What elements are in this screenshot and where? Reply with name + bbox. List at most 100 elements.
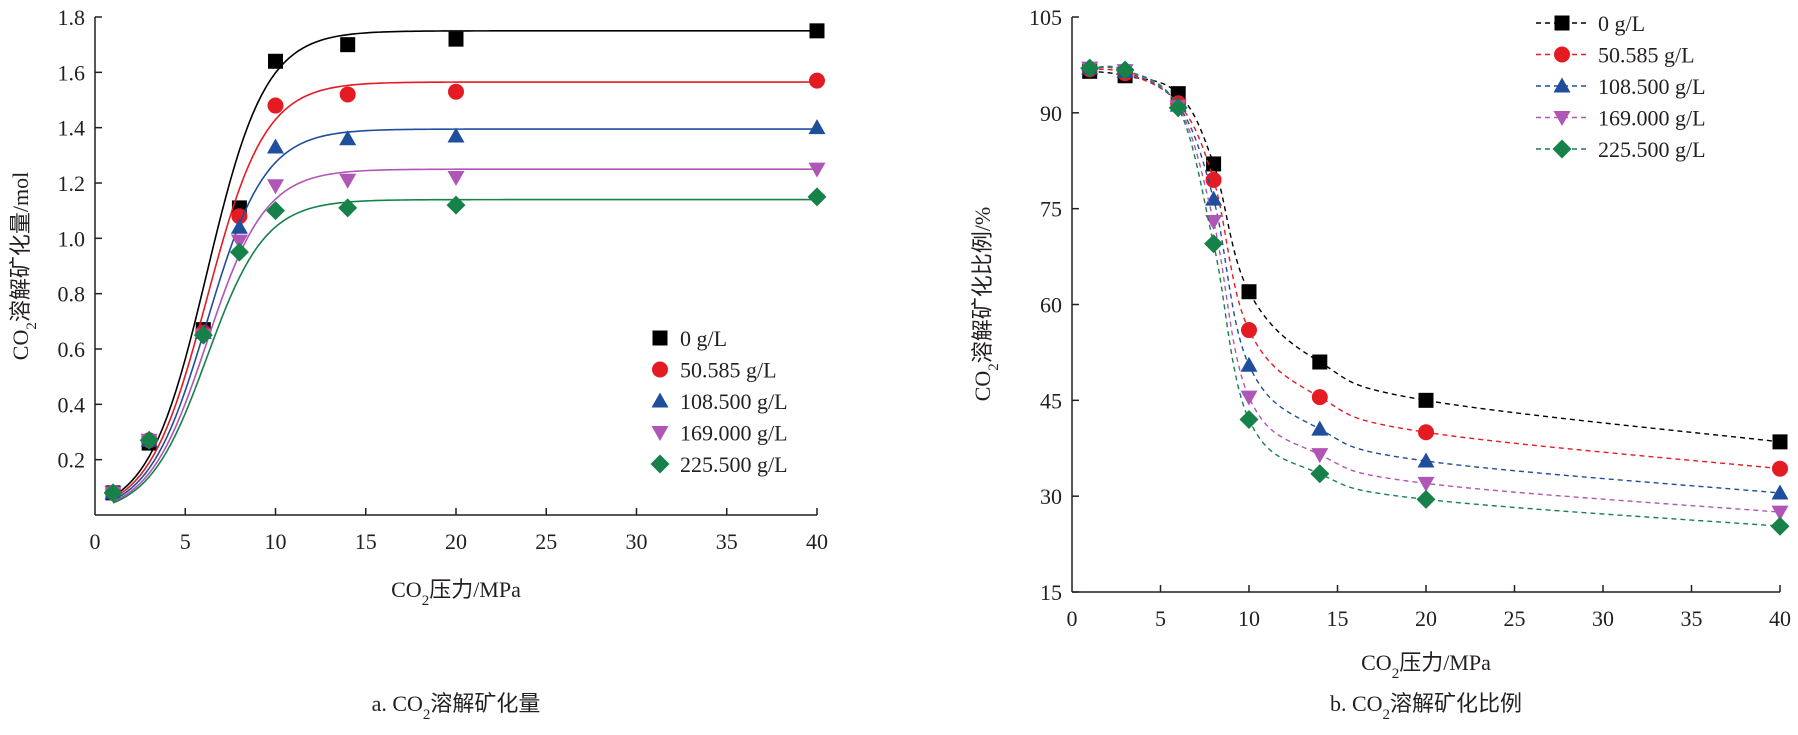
y-axis-title-part: CO [970,371,995,402]
x-axis-title-part: 压力/MPa [429,577,521,602]
data-point [1311,448,1329,464]
x-tick-label: 35 [1681,606,1703,631]
data-point [193,325,213,345]
x-tick-label: 0 [90,529,101,554]
data-point [267,97,284,114]
y-axis-title-subscript: 2 [986,363,1002,371]
data-point [1772,434,1788,450]
data-point [103,483,123,503]
chart-caption-part: 溶解矿化量 [430,691,540,716]
x-tick-label: 40 [806,529,828,554]
data-point [1417,452,1435,468]
legend-marker [651,392,669,408]
series-line [1089,65,1781,527]
data-point [1311,389,1328,406]
data-point [230,234,248,250]
legend-marker [651,426,669,441]
x-tick-label: 20 [1415,606,1437,631]
legend-label: 0 g/L [680,326,727,351]
data-point [1168,98,1188,118]
x-tick-label: 5 [180,529,191,554]
y-tick-label: 0.4 [58,392,86,417]
data-point [809,72,825,89]
x-tick-label: 25 [1504,606,1526,631]
y-tick-label: 0.8 [58,282,86,307]
y-tick-label: 1.2 [58,171,86,196]
data-point [338,198,358,218]
data-point [1418,392,1434,408]
fit-curve [112,198,817,504]
chart-caption: a. CO2溶解矿化量 [372,691,541,723]
legend-label: 225.500 g/L [680,452,788,477]
y-tick-label: 1.8 [58,5,86,30]
data-point [1770,516,1790,536]
data-point [1772,460,1788,477]
data-point [1080,58,1100,78]
data-point [268,53,283,69]
x-tick-label: 0 [1067,606,1078,631]
series-line [1089,66,1781,494]
y-axis-title: CO2溶解矿化比例/% [970,207,1002,402]
legend: 0 g/L 50.585 g/L 108.500 g/L 169.000 g/L 225… [650,326,788,477]
chart-caption-subscript: 2 [1383,707,1391,723]
x-tick-label: 20 [445,529,467,554]
legend-marker [652,361,668,378]
y-tick-label: 1.0 [58,226,86,251]
x-axis-title-part: CO [1361,650,1392,675]
x-axis-title-part: CO [391,577,422,602]
fit-curve [112,81,817,500]
legend-marker [1554,15,1570,31]
data-point [1205,214,1223,230]
chart-caption-part: 溶解矿化比例 [1390,691,1522,716]
series-line [1089,66,1781,513]
data-point [1241,322,1257,339]
legend-label: 0 g/L [1598,11,1645,36]
chart-caption-part: b. CO [1330,691,1383,716]
data-point [339,130,357,146]
y-tick-label: 0.6 [58,337,86,362]
data-point [267,138,284,154]
data-point [1311,420,1329,436]
legend-marker [1554,46,1570,63]
x-axis-title-subscript: 2 [1392,666,1400,682]
legend-label: 169.000 g/L [1598,106,1706,131]
y-tick-label: 1.4 [58,116,86,141]
data-point [339,86,356,103]
series-4 [103,187,827,504]
series-4 [1080,58,1790,536]
x-axis-title-subscript: 2 [422,593,430,609]
y-axis-title-part: CO [8,330,33,361]
x-tick-label: 25 [535,529,557,554]
y-tick-label: 30 [1040,484,1062,509]
x-tick-label: 15 [355,529,377,554]
legend-label: 225.500 g/L [1598,137,1706,162]
x-tick-label: 5 [1155,606,1166,631]
x-tick-label: 40 [1769,606,1791,631]
legend-label: 108.500 g/L [1598,74,1706,99]
fit-curve [112,30,817,498]
chart-caption: b. CO2溶解矿化比例 [1330,691,1522,723]
x-tick-label: 30 [1592,606,1614,631]
data-point [447,170,465,186]
legend-marker [652,330,668,346]
y-tick-label: 105 [1029,5,1062,30]
y-tick-label: 1.6 [58,60,86,85]
chart-caption-part: a. CO [372,691,423,716]
data-point [231,208,248,225]
y-tick-label: 75 [1040,197,1062,222]
data-point [1241,284,1257,300]
data-point [1239,410,1259,429]
data-point [339,173,357,189]
data-point [229,242,249,262]
data-point [1310,464,1330,484]
data-point [446,195,466,215]
data-point [1240,390,1258,406]
legend-marker [1552,139,1572,159]
data-point [1206,156,1222,172]
data-point [809,23,825,39]
data-point [1204,234,1224,254]
legend: 0 g/L 50.585 g/L 108.500 g/L 169.000 g/L 225… [1536,11,1706,162]
data-point [1240,356,1258,372]
data-point [808,162,826,178]
legend-label: 108.500 g/L [680,389,788,414]
